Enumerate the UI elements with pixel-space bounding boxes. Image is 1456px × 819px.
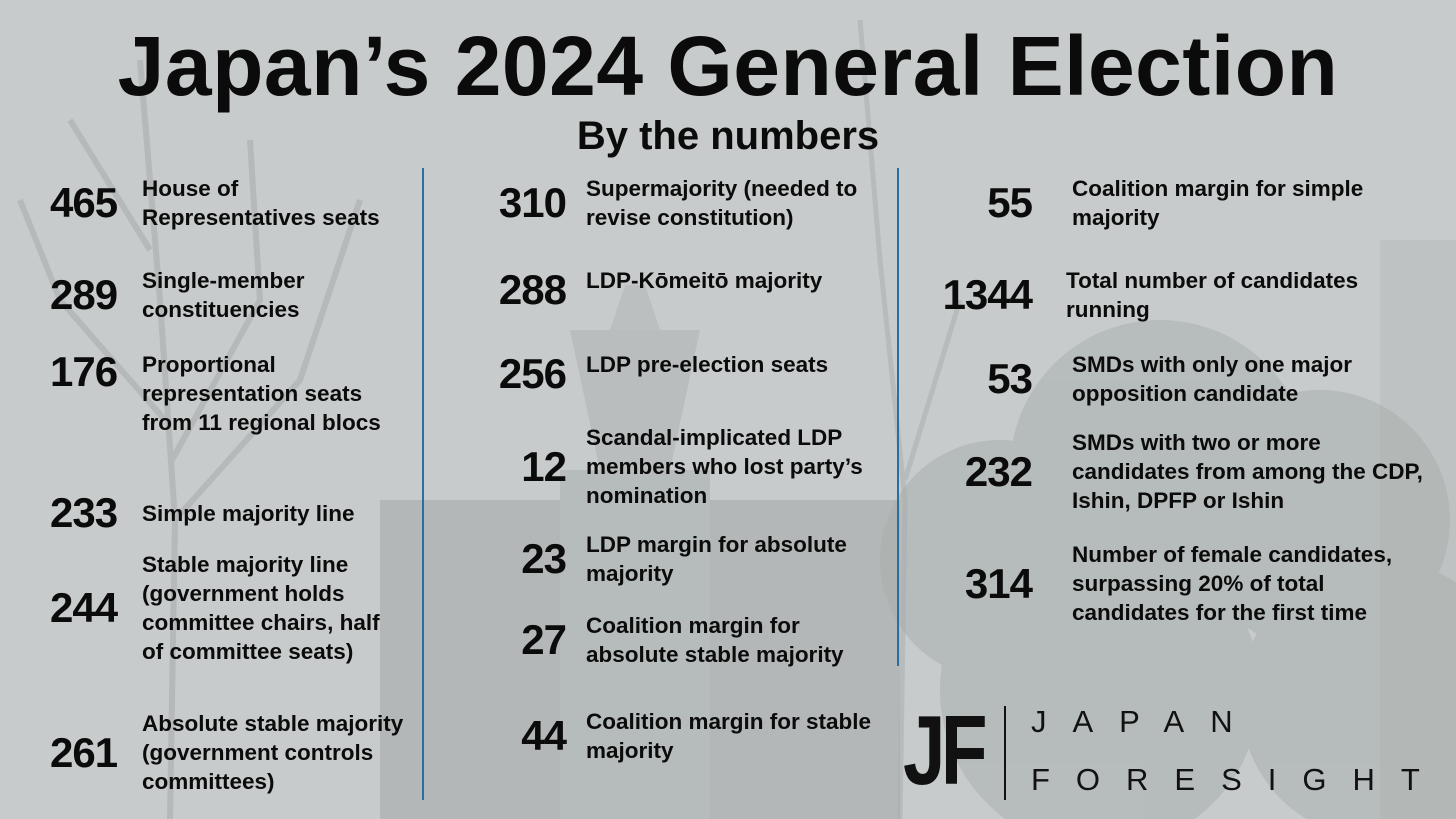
logo-word-foresight: FORESIGHT bbox=[1031, 762, 1446, 797]
stat-label: Absolute stable majority (government con… bbox=[142, 711, 404, 794]
stat-item: 289 Single-member constituencies bbox=[50, 266, 407, 324]
stat-label: Number of female candidates, surpassing … bbox=[1072, 542, 1393, 625]
stat-label: Total number of candidates running bbox=[1066, 268, 1359, 322]
stat-number: 176 bbox=[50, 348, 118, 395]
stat-number: 314 bbox=[964, 559, 1033, 607]
stat-item: 27 Coalition margin for absolute stable … bbox=[470, 611, 881, 669]
stat-number: 53 bbox=[987, 355, 1033, 402]
stat-number: 256 bbox=[498, 350, 567, 397]
logo-mark: JF bbox=[903, 695, 988, 805]
stat-item: 55 Coalition margin for simple majority bbox=[920, 174, 1442, 232]
stat-number: 289 bbox=[50, 271, 118, 318]
stat-item: 23 LDP margin for absolute majority bbox=[470, 530, 881, 588]
page-subtitle: By the numbers bbox=[576, 114, 880, 158]
stat-label: Scandal-implicated LDP members who lost … bbox=[586, 425, 863, 508]
stat-item: 233 Simple majority line bbox=[50, 491, 407, 535]
stat-item: 232 SMDs with two or more candidates fro… bbox=[920, 428, 1442, 515]
stat-number: 233 bbox=[50, 489, 118, 536]
stat-number: 288 bbox=[498, 266, 567, 313]
stat-label: Simple majority line bbox=[142, 500, 355, 526]
stat-label: House of Representatives seats bbox=[142, 176, 380, 230]
stat-item: 465 House of Representatives seats bbox=[50, 174, 407, 232]
stat-item: 176 Proportional representation seats fr… bbox=[50, 350, 407, 437]
stat-number: 44 bbox=[521, 712, 567, 759]
column-divider bbox=[422, 168, 424, 800]
stat-number: 310 bbox=[498, 179, 567, 226]
stat-label: SMDs with only one major opposition cand… bbox=[1072, 352, 1353, 406]
stat-item: 12 Scandal-implicated LDP members who lo… bbox=[470, 423, 881, 510]
stat-item: 314 Number of female candidates, surpass… bbox=[920, 540, 1442, 627]
stat-item: 244 Stable majority line (government hol… bbox=[50, 550, 407, 666]
logo-divider bbox=[1004, 706, 1006, 800]
stat-item: 44 Coalition margin for stable majority bbox=[470, 707, 881, 765]
stat-number: 1344 bbox=[942, 271, 1033, 318]
page-title: Japan’s 2024 General Election bbox=[117, 19, 1339, 113]
japan-foresight-logo: JF JAPAN FORESIGHT bbox=[903, 700, 1448, 805]
stat-item: 256 LDP pre-election seats bbox=[470, 352, 881, 396]
column-divider bbox=[897, 168, 899, 666]
stat-label: Stable majority line (government holds c… bbox=[142, 552, 380, 664]
stat-item: 1344 Total number of candidates running bbox=[920, 266, 1436, 324]
stat-number: 232 bbox=[964, 447, 1033, 495]
logo-word-japan: JAPAN bbox=[1031, 704, 1259, 739]
stat-label: Coalition margin for stable majority bbox=[586, 709, 872, 763]
stat-label: Proportional representation seats from 1… bbox=[142, 352, 381, 435]
stat-number: 23 bbox=[521, 535, 567, 582]
stat-number: 465 bbox=[50, 179, 118, 226]
stat-label: Single-member constituencies bbox=[142, 268, 305, 322]
stat-label: Coalition margin for absolute stable maj… bbox=[586, 613, 844, 667]
stat-item: 53 SMDs with only one major opposition c… bbox=[920, 350, 1442, 408]
stat-number: 12 bbox=[521, 442, 567, 490]
stat-label: LDP margin for absolute majority bbox=[586, 532, 847, 586]
stat-item: 310 Supermajority (needed to revise cons… bbox=[470, 174, 881, 232]
stat-number: 55 bbox=[987, 179, 1033, 226]
stat-number: 244 bbox=[50, 584, 118, 631]
stat-number: 27 bbox=[521, 616, 567, 663]
stat-item: 261 Absolute stable majority (government… bbox=[50, 709, 407, 796]
stat-item: 288 LDP-Kōmeitō majority bbox=[470, 268, 881, 312]
stat-label: LDP-Kōmeitō majority bbox=[586, 268, 823, 293]
stat-label: LDP pre-election seats bbox=[586, 352, 829, 377]
stat-number: 261 bbox=[50, 728, 118, 776]
stat-label: SMDs with two or more candidates from am… bbox=[1072, 430, 1423, 513]
stat-label: Coalition margin for simple majority bbox=[1072, 176, 1364, 230]
stat-label: Supermajority (needed to revise constitu… bbox=[586, 176, 858, 230]
